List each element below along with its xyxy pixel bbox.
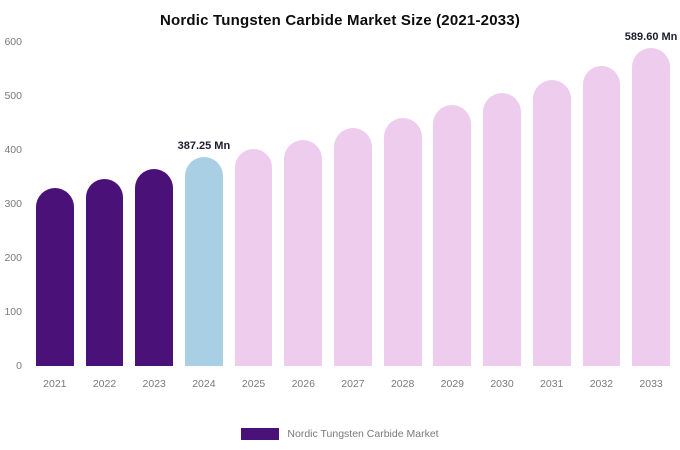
legend-label: Nordic Tungsten Carbide Market xyxy=(287,428,439,440)
x-tick-label: 2025 xyxy=(241,378,266,390)
plot-area: 387.25 Mn 589.60 Mn xyxy=(30,31,677,366)
chart-title: Nordic Tungsten Carbide Market Size (202… xyxy=(159,12,521,29)
x-tick-label: 2021 xyxy=(43,378,67,390)
bar-value-label: 387.25 Mn xyxy=(177,139,231,152)
x-tick-label: 2032 xyxy=(589,378,614,390)
bar-2025 xyxy=(234,149,273,366)
bar-column xyxy=(129,42,179,366)
bar-anchor xyxy=(278,139,328,366)
bar-2031 xyxy=(532,79,571,366)
bar-anchor xyxy=(80,178,130,366)
bar-anchor xyxy=(577,65,627,366)
bar-anchor xyxy=(30,187,80,366)
bar-column: 589.60 Mn xyxy=(625,31,677,366)
bar-value-label: 589.60 Mn xyxy=(624,30,678,43)
y-tick-label: 600 xyxy=(4,36,22,48)
chart-body: 0 100 200 300 400 500 600 387.25 Mn 589.60 Mn 2… xyxy=(0,31,680,396)
bar-2030 xyxy=(483,93,521,366)
bar-anchor xyxy=(527,79,577,366)
bar-anchor xyxy=(129,169,179,366)
bar-column xyxy=(577,42,627,366)
x-tick-label: 2033 xyxy=(639,378,663,390)
x-tick-label: 2031 xyxy=(540,378,564,390)
y-tick-label: 100 xyxy=(4,306,22,318)
x-tick-label: 2028 xyxy=(390,378,415,390)
legend-swatch xyxy=(241,428,280,440)
bar-2027 xyxy=(334,128,372,366)
bar-2029 xyxy=(433,105,472,366)
x-tick-label: 2029 xyxy=(440,378,465,390)
bar-2028 xyxy=(383,117,422,366)
x-tick-label: 2026 xyxy=(291,378,315,390)
y-tick-label: 200 xyxy=(4,252,22,264)
bar-column xyxy=(428,42,478,366)
x-tick-label: 2027 xyxy=(341,378,365,390)
bar-2022 xyxy=(85,178,124,366)
bar-column xyxy=(527,42,577,366)
bar-2023 xyxy=(135,169,174,366)
y-tick-label: 500 xyxy=(4,90,22,102)
y-axis: 0 100 200 300 400 500 600 xyxy=(0,36,26,372)
bar-2024 xyxy=(185,156,223,366)
x-tick-label: 2023 xyxy=(142,378,166,390)
bar-2021 xyxy=(35,187,74,366)
bar-anchor xyxy=(378,117,428,366)
x-tick-label: 2022 xyxy=(92,378,117,390)
y-tick-label: 400 xyxy=(4,144,22,156)
bar-anchor: 387.25 Mn xyxy=(178,140,230,366)
bar-column xyxy=(80,42,130,366)
x-tick-label: 2024 xyxy=(192,378,216,390)
bar-anchor xyxy=(428,105,478,366)
bar-column xyxy=(229,42,279,366)
bar-column xyxy=(477,42,527,366)
legend: Nordic Tungsten Carbide Market xyxy=(0,428,680,440)
bar-anchor xyxy=(328,128,378,366)
bar-anchor xyxy=(477,93,527,366)
bar-anchor xyxy=(229,149,279,366)
bar-2033 xyxy=(632,47,670,366)
bar-column: 387.25 Mn xyxy=(178,42,230,366)
bar-2026 xyxy=(284,139,323,366)
y-tick-label: 0 xyxy=(16,360,22,372)
bar-column xyxy=(328,42,378,366)
bar-2032 xyxy=(582,65,621,366)
x-axis: 2021 2022 2023 2024 2025 2026 2027 2028 2029 2030… xyxy=(30,378,676,390)
y-tick-label: 300 xyxy=(4,198,22,210)
bar-column xyxy=(378,42,428,366)
x-tick-label: 2030 xyxy=(490,378,514,390)
bar-anchor: 589.60 Mn xyxy=(625,31,677,366)
bar-column xyxy=(278,42,328,366)
bar-column xyxy=(30,42,80,366)
